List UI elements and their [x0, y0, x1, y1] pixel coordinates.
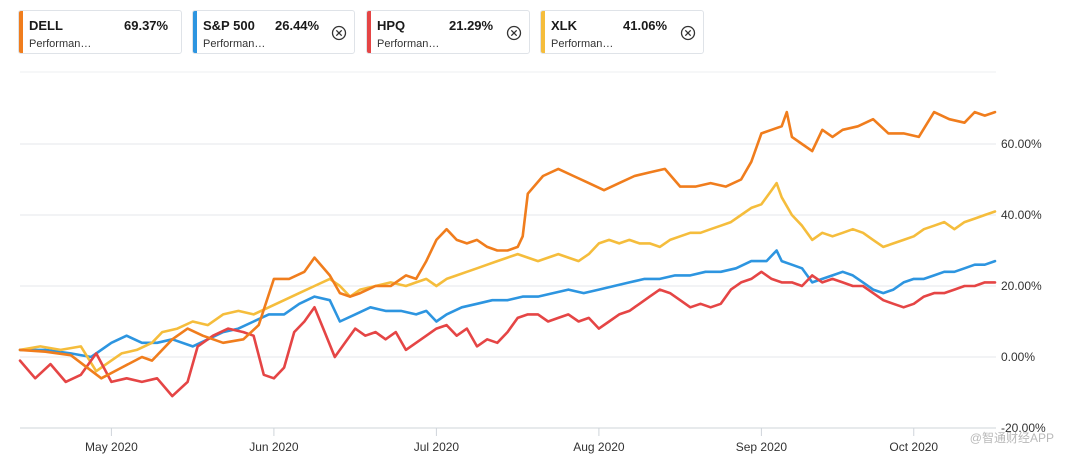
legend-card-s-p-500[interactable]: S&P 500 26.44% Performan… [192, 10, 355, 54]
close-icon[interactable] [506, 25, 522, 41]
series-lines [18, 110, 997, 398]
y-tick-label: 0.00% [1001, 350, 1035, 364]
y-axis: 60.00% 40.00% 20.00% 0.00% -20.00% [1001, 137, 1046, 435]
series-line-s-p-500 [18, 249, 997, 359]
y-tick-label: 60.00% [1001, 137, 1042, 151]
legend-description: Performan… [377, 38, 440, 50]
legend-ticker: XLK [551, 18, 577, 33]
watermark: @智通财经APP [970, 430, 1054, 445]
legend-color-stripe [193, 11, 197, 53]
legend-description: Performan… [203, 38, 266, 50]
x-tick-label: Sep 2020 [736, 440, 788, 454]
legend-ticker: HPQ [377, 18, 406, 33]
legend-percent: 41.06% [623, 18, 668, 33]
legend-description: Performan… [551, 38, 614, 50]
legend-percent: 69.37% [124, 18, 169, 33]
legend-percent: 21.29% [449, 18, 494, 33]
close-icon[interactable] [331, 25, 347, 41]
x-axis: May 2020 Jun 2020 Jul 2020 Aug 2020 Sep 2020… [20, 427, 996, 454]
series-line-dell [18, 110, 997, 380]
y-tick-label: -20.00% [1001, 421, 1046, 435]
legend-color-stripe [19, 11, 23, 53]
x-tick-label: Jun 2020 [249, 440, 299, 454]
y-tick-label: 20.00% [1001, 279, 1042, 293]
legend-color-stripe [541, 11, 545, 53]
x-tick-label: Jul 2020 [414, 440, 460, 454]
x-tick-label: May 2020 [85, 440, 138, 454]
series-line-hpq [18, 270, 997, 398]
legend-card-xlk[interactable]: XLK 41.06% Performan… [540, 10, 704, 54]
legend-card-hpq[interactable]: HPQ 21.29% Performan… [366, 10, 530, 54]
legend-card-dell[interactable]: DELL 69.37% Performan… [18, 10, 182, 54]
legend-color-stripe [367, 11, 371, 53]
legend-description: Performan… [29, 38, 92, 50]
x-tick-label: Aug 2020 [573, 440, 625, 454]
legend-percent: 26.44% [275, 18, 320, 33]
legend-ticker: DELL [29, 18, 63, 33]
x-tick-label: Oct 2020 [889, 440, 938, 454]
close-icon[interactable] [680, 25, 696, 41]
series-line-xlk [18, 181, 997, 373]
legend-ticker: S&P 500 [203, 18, 255, 33]
y-tick-label: 40.00% [1001, 208, 1042, 222]
